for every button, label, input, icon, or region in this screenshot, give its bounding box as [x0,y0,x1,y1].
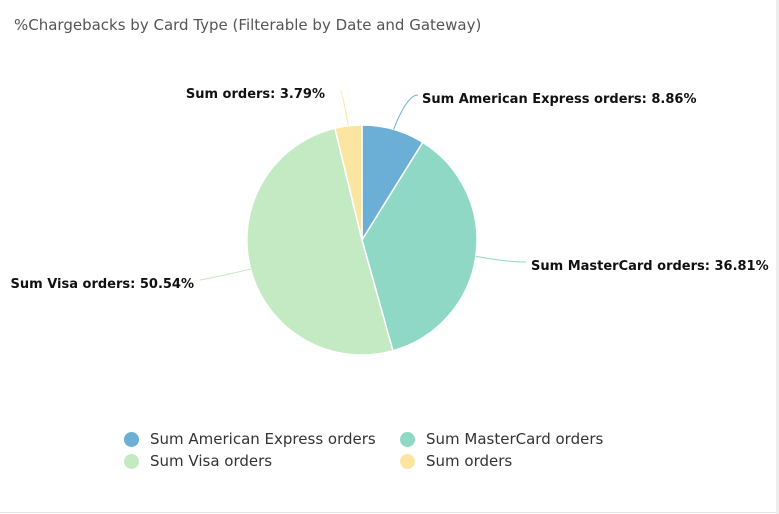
slice-data-label: Sum Visa orders: 50.54% [11,277,195,292]
legend-item-mastercard[interactable]: Sum MasterCard orders [400,430,620,448]
legend-marker-icon [400,453,415,469]
chart-title: %Chargebacks by Card Type (Filterable by… [14,16,482,34]
label-connectors [199,89,527,281]
label-connector [393,94,419,130]
pie-chart: Sum American Express orders: 8.86% Sum Ma… [11,87,769,356]
data-labels: Sum American Express orders: 8.86% Sum Ma… [11,87,769,292]
label-connector [475,255,527,263]
slice-data-label: Sum American Express orders: 8.86% [422,92,696,107]
legend-item-visa[interactable]: Sum Visa orders [124,452,400,470]
legend-marker-icon [124,431,139,447]
legend-label: Sum American Express orders [150,430,376,448]
pie-slice[interactable] [333,124,363,241]
label-connector [339,89,349,126]
legend-item-sum-orders[interactable]: Sum orders [400,452,620,470]
pie-slices [246,124,478,356]
legend-marker-icon [400,431,415,447]
chart-legend: Sum American Express orders Sum MasterCa… [124,430,620,470]
slice-data-label: Sum orders: 3.79% [186,87,325,102]
legend-label: Sum orders [426,452,513,470]
slice-data-label: Sum MasterCard orders: 36.81% [531,259,769,274]
legend-item-american-express[interactable]: Sum American Express orders [124,430,400,448]
scrollbar-edge [776,0,779,514]
legend-label: Sum Visa orders [150,452,273,470]
legend-marker-icon [124,453,139,469]
legend-label: Sum MasterCard orders [426,430,604,448]
label-connector [199,268,251,281]
